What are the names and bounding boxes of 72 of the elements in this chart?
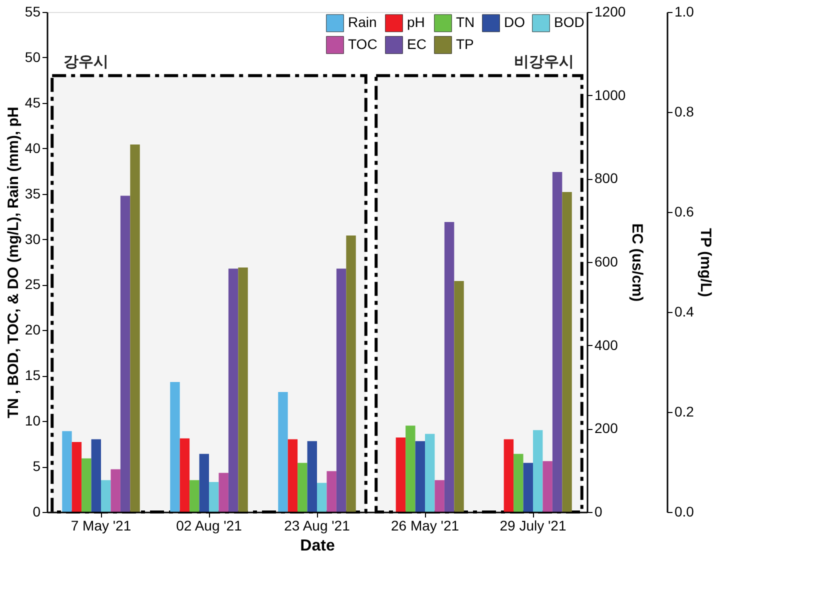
- bar: [91, 439, 101, 512]
- bar: [288, 439, 298, 512]
- y2-axis-title: EC (us/cm): [628, 223, 646, 302]
- legend-label: DO: [504, 14, 526, 30]
- y-tick-label: 0: [32, 504, 41, 520]
- bar: [533, 430, 543, 512]
- y-tick-label: 20: [24, 322, 41, 338]
- y-tick-label: 50: [24, 48, 41, 65]
- y-axis-title: TN , BOD, TOC, & DO (mg/L), Rain (mm), pH: [4, 106, 22, 418]
- x-tick-label: 29 July '21: [500, 518, 566, 534]
- x-tick-label: 02 Aug '21: [176, 518, 242, 534]
- y-tick-label: 10: [24, 412, 41, 429]
- legend-label: Rain: [348, 14, 377, 30]
- y2-tick-label: 800: [594, 170, 618, 186]
- band-label: 비강우시: [514, 54, 574, 71]
- legend-label: TP: [456, 36, 474, 52]
- bar: [199, 454, 209, 512]
- bar: [170, 382, 180, 512]
- x-tick-label: 26 May '21: [390, 518, 460, 534]
- band-label: 강우시: [64, 54, 109, 71]
- bar: [62, 431, 72, 512]
- bar: [190, 480, 200, 512]
- bar: [434, 480, 444, 512]
- y3-tick-label: 1.0: [674, 4, 694, 20]
- y-tick-label: 45: [24, 94, 41, 110]
- bar: [218, 472, 228, 512]
- bar: [542, 461, 552, 512]
- bar: [82, 458, 92, 512]
- bar: [523, 462, 533, 512]
- bar: [415, 441, 425, 512]
- bar: [504, 439, 514, 512]
- y3-tick-label: 0.6: [674, 204, 694, 220]
- y2-tick-label: 0: [594, 504, 602, 520]
- bar: [326, 471, 336, 512]
- legend-label: pH: [407, 14, 425, 30]
- y-tick-label: 15: [24, 367, 41, 384]
- bar: [514, 454, 524, 512]
- bar: [406, 426, 416, 512]
- y2-tick-label: 600: [594, 254, 618, 270]
- y-tick-label: 25: [24, 276, 41, 292]
- bar: [180, 438, 190, 512]
- bar: [396, 437, 406, 512]
- y3-tick-label: 0.4: [674, 304, 694, 320]
- y-tick-label: 40: [24, 140, 41, 156]
- bar: [317, 482, 327, 512]
- bar: [110, 469, 120, 512]
- bar: [72, 442, 82, 512]
- bar: [209, 482, 219, 512]
- y3-tick-label: 0.0: [674, 504, 694, 520]
- legend-label: EC: [407, 36, 426, 52]
- y2-tick-label: 200: [594, 420, 618, 436]
- y-tick-label: 55: [24, 4, 41, 20]
- bar: [278, 392, 288, 512]
- y3-tick-label: 0.2: [674, 404, 694, 420]
- y-tick-label: 35: [24, 185, 41, 202]
- x-tick-label: 7 May '21: [70, 518, 132, 534]
- x-axis-title: Date: [300, 538, 335, 554]
- legend-label: BOD: [554, 14, 584, 30]
- y2-tick-label: 1200: [594, 4, 626, 20]
- bar: [425, 434, 435, 512]
- y-tick-label: 30: [24, 230, 41, 247]
- y3-axis-title: TP (mg/L): [696, 228, 714, 297]
- y-tick-label: 5: [32, 458, 41, 474]
- legend-label: TN: [456, 14, 475, 30]
- bar: [101, 480, 111, 512]
- y2-tick-label: 1000: [594, 86, 626, 103]
- bar: [298, 462, 308, 512]
- bar: [307, 441, 317, 512]
- x-tick-label: 23 Aug '21: [284, 518, 350, 534]
- legend-label: TOC: [348, 36, 378, 52]
- y3-tick-label: 0.8: [674, 104, 694, 120]
- y2-tick-label: 400: [594, 336, 618, 353]
